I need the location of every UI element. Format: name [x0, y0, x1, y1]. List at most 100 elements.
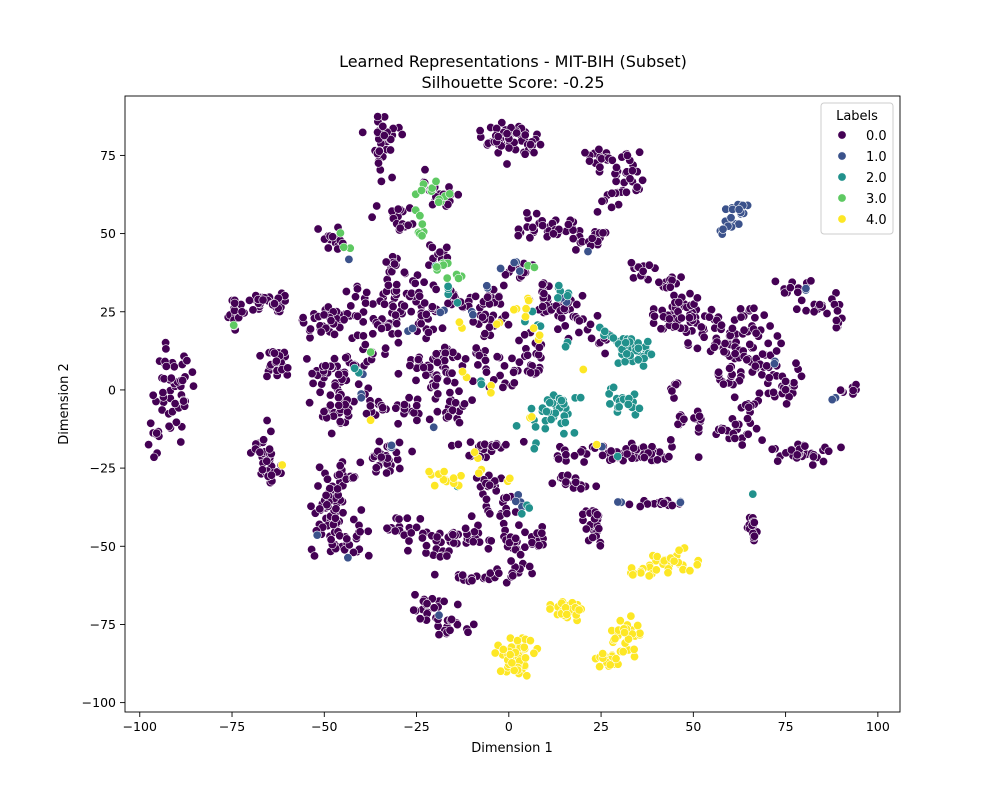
point-label-0.0 — [459, 399, 469, 409]
point-label-0.0 — [754, 388, 764, 398]
y-tick-label: 0 — [108, 382, 116, 397]
point-label-0.0 — [431, 284, 441, 294]
point-label-1.0 — [356, 393, 366, 403]
point-label-1.0 — [435, 307, 445, 317]
point-label-0.0 — [714, 367, 724, 377]
x-tick-label: −100 — [123, 719, 157, 734]
point-label-4.0 — [635, 628, 645, 638]
point-label-4.0 — [610, 634, 620, 644]
point-label-0.0 — [538, 221, 548, 231]
point-label-4.0 — [623, 634, 633, 644]
x-tick-label: 0 — [505, 719, 513, 734]
point-label-4.0 — [527, 412, 537, 422]
point-label-0.0 — [560, 321, 570, 331]
point-label-0.0 — [453, 599, 463, 609]
point-label-4.0 — [509, 305, 519, 315]
legend-marker-2.0 — [837, 172, 847, 182]
point-label-1.0 — [827, 395, 837, 405]
point-label-2.0 — [623, 399, 633, 409]
point-label-0.0 — [569, 451, 579, 461]
point-label-0.0 — [266, 426, 276, 436]
point-label-0.0 — [469, 527, 479, 537]
point-label-0.0 — [417, 533, 427, 543]
point-label-0.0 — [468, 537, 478, 547]
point-label-0.0 — [667, 386, 677, 396]
point-label-2.0 — [576, 393, 586, 403]
point-label-0.0 — [480, 439, 490, 449]
point-label-0.0 — [539, 289, 549, 299]
point-label-0.0 — [665, 282, 675, 292]
point-label-0.0 — [694, 452, 704, 462]
point-label-0.0 — [632, 182, 642, 192]
point-label-0.0 — [522, 208, 532, 218]
point-label-0.0 — [483, 292, 493, 302]
point-label-0.0 — [330, 513, 340, 523]
point-label-0.0 — [283, 363, 293, 373]
point-label-0.0 — [480, 355, 490, 365]
point-label-0.0 — [598, 228, 608, 238]
point-label-0.0 — [423, 327, 433, 337]
point-label-0.0 — [443, 298, 453, 308]
point-label-0.0 — [420, 298, 430, 308]
point-label-2.0 — [529, 444, 539, 454]
point-label-0.0 — [410, 278, 420, 288]
point-label-0.0 — [767, 444, 777, 454]
point-label-0.0 — [520, 130, 530, 140]
point-label-0.0 — [667, 500, 677, 510]
point-label-0.0 — [245, 295, 255, 305]
point-label-2.0 — [541, 406, 551, 416]
point-label-0.0 — [322, 500, 332, 510]
point-label-0.0 — [621, 187, 631, 197]
point-label-0.0 — [187, 367, 197, 377]
point-label-4.0 — [529, 323, 539, 333]
point-label-4.0 — [529, 648, 539, 658]
point-label-0.0 — [385, 145, 395, 155]
point-label-0.0 — [809, 307, 819, 317]
point-label-2.0 — [556, 396, 566, 406]
point-label-0.0 — [561, 477, 571, 487]
point-label-4.0 — [692, 560, 702, 570]
point-label-0.0 — [498, 382, 508, 392]
point-label-0.0 — [751, 328, 761, 338]
point-label-0.0 — [649, 311, 659, 321]
point-label-0.0 — [591, 481, 601, 491]
point-label-0.0 — [144, 440, 154, 450]
point-label-0.0 — [622, 449, 632, 459]
point-label-0.0 — [673, 419, 683, 429]
y-axis-ticks: −100 −75 −50 −25 0 25 50 75 — [82, 148, 125, 710]
point-label-2.0 — [512, 421, 522, 431]
point-label-0.0 — [588, 532, 598, 542]
point-label-0.0 — [750, 313, 760, 323]
point-label-0.0 — [330, 381, 340, 391]
point-label-0.0 — [548, 229, 558, 239]
point-label-0.0 — [516, 550, 526, 560]
point-label-2.0 — [600, 326, 610, 336]
point-label-4.0 — [629, 644, 639, 654]
point-label-0.0 — [445, 388, 455, 398]
point-label-0.0 — [520, 527, 530, 537]
point-label-0.0 — [537, 279, 547, 289]
point-label-0.0 — [719, 347, 729, 357]
point-label-0.0 — [547, 478, 557, 488]
point-label-0.0 — [432, 357, 442, 367]
point-label-0.0 — [305, 398, 315, 408]
point-label-0.0 — [743, 429, 753, 439]
point-label-0.0 — [758, 349, 768, 359]
point-label-0.0 — [502, 129, 512, 139]
point-label-0.0 — [502, 493, 512, 503]
point-label-0.0 — [334, 369, 344, 379]
point-label-0.0 — [494, 292, 504, 302]
point-label-0.0 — [491, 440, 501, 450]
point-label-0.0 — [607, 188, 617, 198]
point-label-0.0 — [374, 436, 384, 446]
point-label-4.0 — [611, 654, 621, 664]
point-label-0.0 — [365, 401, 375, 411]
point-label-0.0 — [410, 590, 420, 600]
point-label-0.0 — [166, 373, 176, 383]
point-label-0.0 — [431, 349, 441, 359]
point-label-0.0 — [265, 444, 275, 454]
point-label-0.0 — [382, 523, 392, 533]
x-tick-label: −25 — [403, 719, 429, 734]
point-label-0.0 — [502, 159, 512, 169]
point-label-0.0 — [585, 319, 595, 329]
